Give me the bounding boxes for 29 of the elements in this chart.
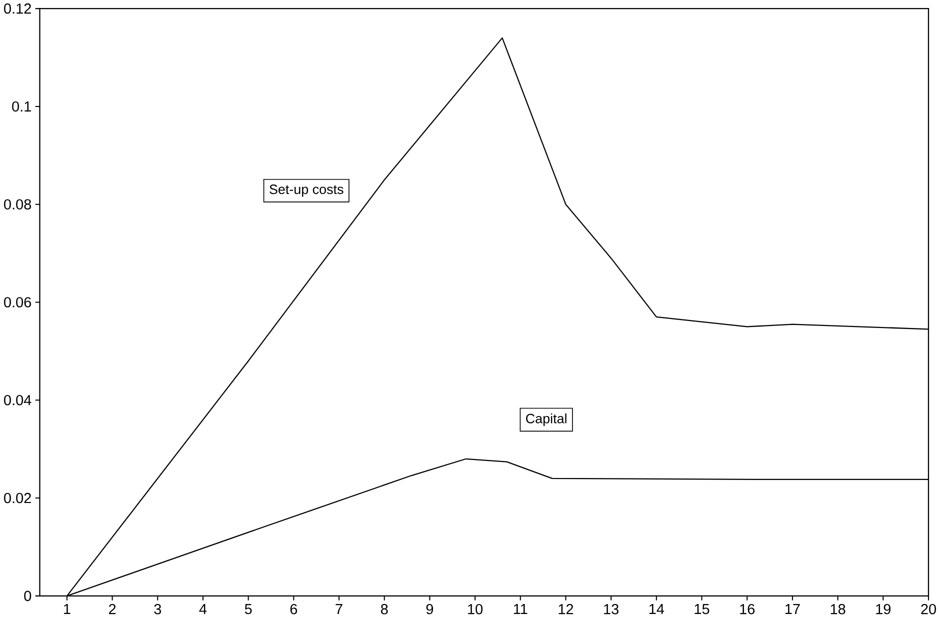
y-tick-label: 0.08 (4, 199, 32, 210)
text: Capital (526, 414, 566, 426)
y-tick-label: 0.06 (4, 297, 32, 308)
x-tick-label: 4 (199, 604, 207, 614)
x-tick-label: 14 (649, 604, 664, 614)
x-tick-label: 10 (468, 604, 483, 614)
y-tick-label: 0.02 (4, 493, 31, 504)
x-tick-label: 17 (786, 604, 800, 614)
x-tick-label: 3 (154, 604, 162, 614)
x-tick-label: 15 (694, 604, 710, 614)
x-tick-label: 2 (109, 604, 116, 614)
x-tick-label: 1 (64, 604, 70, 614)
x-tick-label: 5 (244, 604, 252, 614)
x-tick-label: 8 (380, 604, 388, 614)
x-tick-label: 9 (426, 604, 434, 614)
x-tick-label: 20 (921, 604, 936, 614)
series-label: Set-up costs (270, 184, 344, 197)
y-tick-label: 0.04 (4, 395, 32, 406)
x-tick-label: 13 (604, 604, 618, 614)
x-tick-label: 11 (514, 604, 528, 614)
x-tick-label: 18 (830, 604, 846, 614)
x-tick-label: 12 (558, 604, 574, 614)
x-tick-label: 7 (336, 604, 342, 614)
x-tick-label: 19 (876, 604, 891, 614)
y-tick-label: 0.1 (12, 101, 31, 112)
y-tick-label: 0 (24, 590, 32, 602)
x-tick-label: 16 (740, 604, 755, 614)
y-tick-label: 0.12 (4, 4, 31, 14)
x-tick-label: 6 (290, 604, 298, 614)
